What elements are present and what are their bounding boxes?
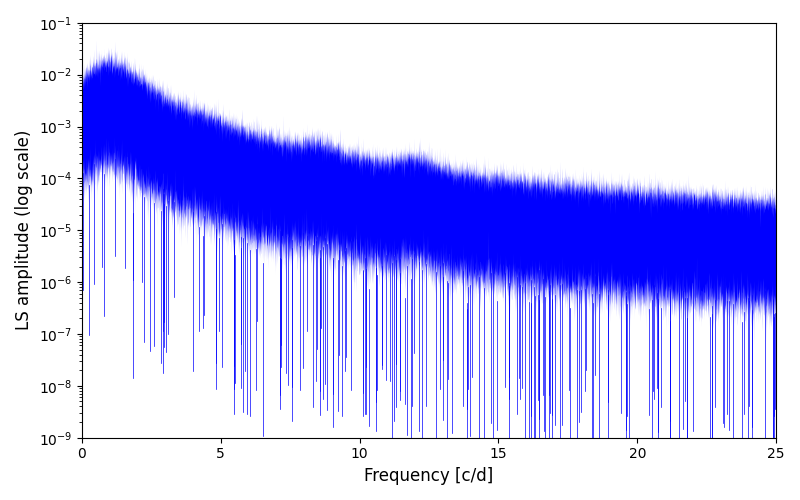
Y-axis label: LS amplitude (log scale): LS amplitude (log scale) [15,130,33,330]
X-axis label: Frequency [c/d]: Frequency [c/d] [364,467,494,485]
